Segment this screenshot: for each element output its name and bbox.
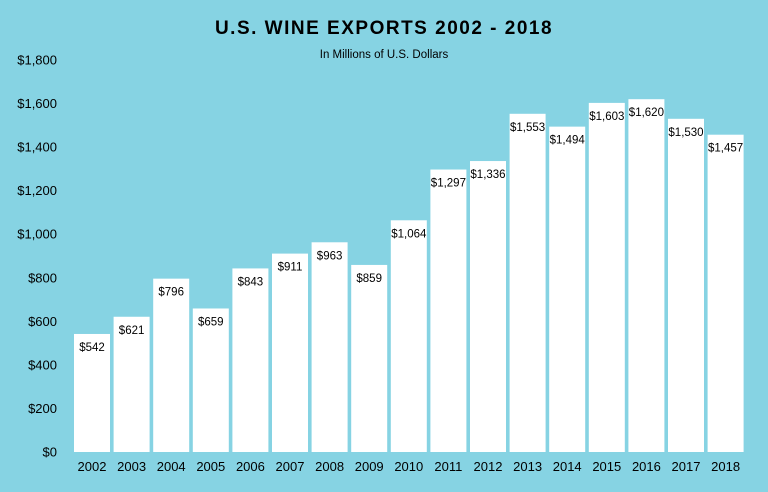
bar <box>192 308 229 452</box>
bar-value-label: $1,336 <box>470 169 505 181</box>
bar-value-label: $659 <box>198 316 224 328</box>
bar <box>509 113 546 453</box>
x-tick-label: 2014 <box>553 459 582 474</box>
y-tick-label: $400 <box>28 357 57 372</box>
bar-value-label: $1,064 <box>391 228 427 240</box>
x-tick-label: 2012 <box>474 459 503 474</box>
y-tick-label: $1,600 <box>17 96 57 111</box>
x-tick-label: 2007 <box>276 459 305 474</box>
x-tick-label: 2003 <box>117 459 146 474</box>
bar <box>470 161 506 452</box>
x-axis: 2002 2003 2004 2005 2006 2007 2008 2009 2010 2011… <box>78 459 741 474</box>
x-tick-label: 2013 <box>513 459 542 474</box>
bar <box>351 264 388 452</box>
x-tick-label: 2011 <box>434 459 462 474</box>
y-tick-label: $1,400 <box>17 140 57 155</box>
bar <box>628 99 665 452</box>
bar-value-label: $859 <box>356 273 382 285</box>
bar <box>588 102 625 452</box>
bar <box>390 220 427 452</box>
y-tick-label: $200 <box>28 401 57 416</box>
y-tick-label: $1,200 <box>17 183 57 198</box>
bar-value-label: $796 <box>158 287 184 299</box>
chart-title: U.S. WINE EXPORTS 2002 - 2018 <box>215 18 553 39</box>
x-tick-label: 2016 <box>632 459 661 474</box>
bar-value-label: $1,494 <box>550 135 586 147</box>
x-tick-label: 2002 <box>78 459 107 474</box>
bar-value-label: $1,457 <box>708 143 743 155</box>
bar <box>311 242 348 452</box>
bar-value-label: $1,553 <box>510 122 545 134</box>
bar <box>668 118 704 453</box>
bar <box>272 253 308 452</box>
y-tick-label: $600 <box>28 314 57 329</box>
x-tick-label: 2009 <box>355 459 384 474</box>
x-tick-label: 2008 <box>315 459 344 474</box>
bar <box>74 333 110 452</box>
bar-value-label: $843 <box>238 276 264 288</box>
bar <box>430 169 467 452</box>
bar-value-label: $621 <box>119 325 145 337</box>
bar-value-label: $1,603 <box>589 111 624 123</box>
bar <box>707 134 744 452</box>
x-tick-label: 2010 <box>394 459 423 474</box>
x-tick-label: 2006 <box>236 459 265 474</box>
x-tick-label: 2004 <box>157 459 186 474</box>
y-tick-label: $800 <box>28 270 57 285</box>
x-tick-label: 2015 <box>592 459 621 474</box>
bar-value-label: $1,620 <box>629 107 664 119</box>
bar-value-label: $911 <box>278 262 303 274</box>
bar <box>153 278 190 452</box>
y-tick-label: $0 <box>43 445 57 460</box>
bar <box>232 268 269 452</box>
bars <box>74 99 744 453</box>
chart-subtitle: In Millions of U.S. Dollars <box>320 49 449 61</box>
bar-value-label: $1,297 <box>431 178 466 190</box>
bar-value-label: $542 <box>79 342 105 354</box>
y-axis: $0 $200 $400 $600 $800 $1,000 $1,200 $1,400 $1,6… <box>17 53 57 460</box>
y-tick-label: $1,800 <box>17 53 57 68</box>
x-tick-label: 2005 <box>196 459 225 474</box>
bar-value-label: $963 <box>317 250 343 262</box>
x-tick-label: 2018 <box>711 459 740 474</box>
bar <box>549 126 586 452</box>
bar-labels: $542 $621 $796 $659 $843 $911 $963 $859 $1,064 $1… <box>79 107 743 354</box>
y-tick-label: $1,000 <box>17 227 57 242</box>
bar-value-label: $1,530 <box>668 127 703 139</box>
x-tick-label: 2017 <box>672 459 701 474</box>
bar <box>113 316 150 452</box>
